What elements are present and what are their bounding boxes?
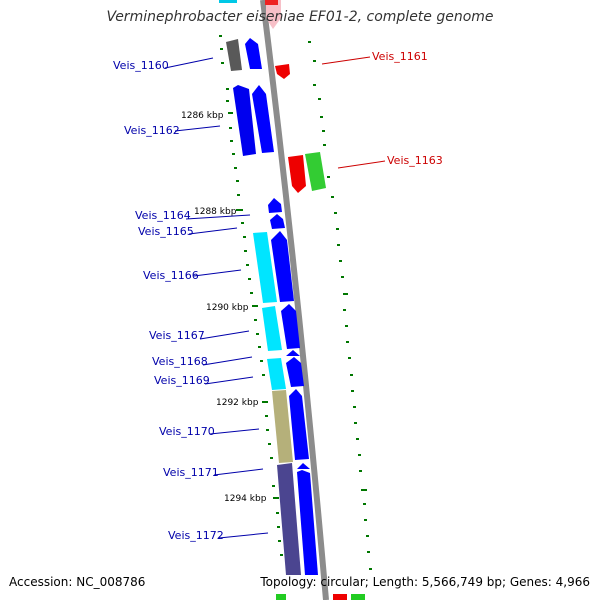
cds-forward-8 [297,470,318,575]
cds-forward-2 [252,85,274,153]
gene-labels-right [321,56,386,169]
genome-title: Verminephrobacter eiseniae EF01-2, compl… [106,9,494,25]
scale-tick-1292: 1292 kbp [216,398,259,408]
genome-summary: Topology: circular; Length: 5,566,749 bp… [260,575,590,589]
cds-forward-5 [281,304,300,349]
cds-partial-red-top [265,0,278,5]
gene-label-veis-1170: Veis_1170 [159,425,215,438]
gene-label-veis-1169: Veis_1169 [154,374,210,387]
scale-tick-1290: 1290 kbp [206,303,249,313]
gene-label-veis-1166: Veis_1166 [143,269,199,282]
cds-forward-7 [289,389,309,460]
scale-tick-1286: 1286 kbp [181,111,224,121]
cds-veis-1171 [297,463,310,469]
gene-label-veis-1164: Veis_1164 [135,209,191,222]
genome-backbone [260,0,329,600]
cds-veis-1169 [267,358,286,390]
cds-partial-bottom-green [351,594,365,600]
cds-forward-6 [286,357,304,387]
cds-veis-1161 [275,64,290,79]
gene-label-veis-1165: Veis_1165 [138,225,194,238]
cds-veis-1162 [233,85,256,156]
cds-veis-1164 [268,198,282,213]
cds-veis-1167 [262,306,282,351]
cds-forward-3 [305,152,326,191]
gene-label-veis-1160: Veis_1160 [113,59,169,72]
gene-label-veis-1162: Veis_1162 [124,124,180,137]
cds-partial-bottom-red [333,594,347,600]
gene-label-veis-1167: Veis_1167 [149,329,205,342]
scale-tick-1294: 1294 kbp [224,494,267,504]
gene-labels-left [164,57,269,539]
cds-veis-1163 [288,155,306,193]
cds-partial-pink [266,0,281,29]
cds-partial-cyan [219,0,237,3]
accession-label: Accession: NC_008786 [9,575,146,589]
cds-veis-1160 [226,39,242,71]
cds-forward-1 [245,38,262,69]
gc-track-inner [219,35,283,556]
cds-forward-4 [271,231,294,302]
cds-veis-1168 [286,350,300,356]
gene-label-veis-1172: Veis_1172 [168,529,224,542]
cds-veis-1172 [277,463,301,575]
cds-veis-1165 [270,214,285,229]
gc-track-outer [308,41,372,570]
cds-partial-bottom-green2 [276,594,286,600]
gene-label-veis-1168: Veis_1168 [152,355,208,368]
gene-label-veis-1171: Veis_1171 [163,466,219,479]
gene-label-veis-1161: Veis_1161 [372,50,428,63]
cds-veis-1170 [272,390,293,463]
cds-veis-1166 [253,232,277,303]
scale-tick-1288: 1288 kbp [194,207,237,217]
gene-label-veis-1163: Veis_1163 [387,154,443,167]
